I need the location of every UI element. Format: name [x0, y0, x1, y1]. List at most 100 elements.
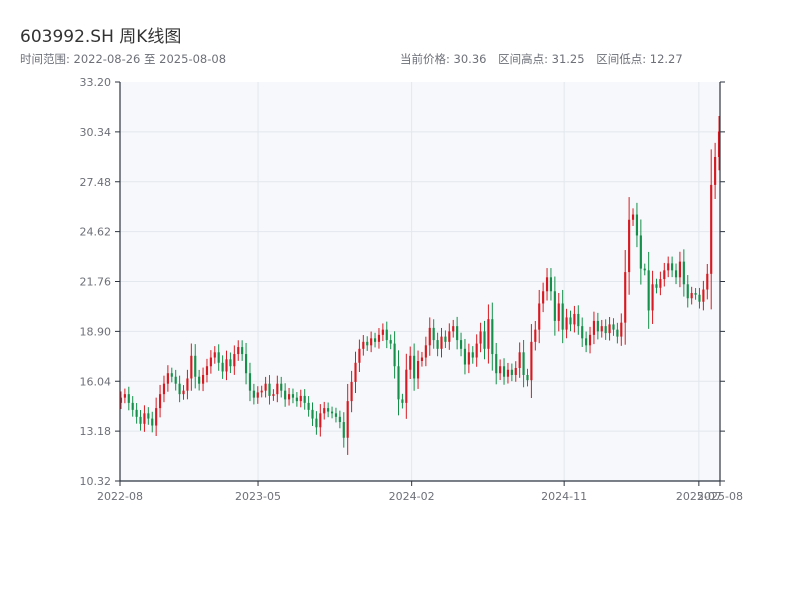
x-tick-label: 2023-05 — [235, 490, 281, 503]
candle — [362, 335, 365, 356]
candle-body — [342, 422, 345, 438]
candle — [272, 389, 275, 401]
candle-body — [233, 354, 236, 367]
candle — [229, 352, 232, 374]
candle-body — [358, 348, 361, 363]
candle-body — [143, 413, 146, 424]
candle-body — [604, 326, 607, 334]
candle-body — [530, 341, 533, 381]
candle — [659, 271, 662, 296]
candle-body — [714, 156, 717, 185]
candle-body — [194, 355, 197, 377]
candle — [330, 406, 334, 419]
candle — [530, 324, 533, 398]
candle-body — [444, 336, 447, 342]
y-tick-label: 13.18 — [80, 425, 112, 438]
candle-body — [588, 334, 592, 346]
candle-body — [717, 131, 721, 157]
candle-body — [499, 366, 502, 374]
candle — [178, 375, 181, 403]
candle-body — [413, 355, 416, 379]
candle-body — [463, 348, 467, 365]
candle-body — [346, 401, 349, 438]
candle — [373, 332, 377, 348]
candle — [710, 149, 713, 310]
candle — [432, 319, 435, 349]
candle-body — [491, 319, 494, 355]
candle — [534, 320, 537, 351]
candle — [248, 362, 252, 402]
candle — [690, 286, 693, 305]
candle — [452, 319, 455, 338]
candle — [518, 342, 521, 378]
candle-body — [534, 329, 537, 342]
candle — [655, 278, 658, 294]
candle-body — [487, 319, 490, 349]
candle-body — [229, 359, 232, 367]
candle — [483, 320, 486, 360]
candle — [526, 368, 529, 387]
candle — [573, 305, 576, 333]
candle — [409, 346, 412, 379]
candle-body — [373, 338, 377, 342]
candle-body — [674, 270, 678, 278]
candle-body — [428, 327, 431, 346]
y-tick-label: 16.04 — [80, 375, 112, 388]
candle — [366, 336, 369, 351]
x-tick-label: 2024-11 — [541, 490, 587, 503]
candle-body — [702, 289, 705, 302]
candle — [569, 310, 572, 332]
candle-body — [190, 355, 193, 379]
candle-body — [608, 324, 611, 334]
candle — [377, 328, 381, 349]
candle — [381, 323, 384, 342]
candle — [174, 369, 177, 391]
candle-body — [319, 413, 322, 428]
candle-body — [381, 329, 384, 335]
candle-body — [671, 263, 674, 271]
candle — [475, 334, 478, 367]
candle-body — [706, 273, 709, 290]
candle — [389, 334, 392, 350]
candle — [491, 302, 494, 371]
candle-body — [170, 373, 173, 377]
candle-body — [569, 317, 572, 325]
candle — [237, 340, 240, 361]
candle — [549, 268, 553, 301]
candle-body — [221, 362, 224, 372]
candle-body — [592, 320, 596, 335]
candle — [119, 391, 123, 410]
candle — [631, 208, 635, 226]
candle — [260, 385, 263, 398]
candle — [436, 332, 439, 357]
candle-body — [127, 394, 130, 403]
candle — [256, 386, 259, 404]
candle — [295, 392, 298, 407]
candle-body — [401, 399, 404, 403]
candle — [674, 263, 678, 285]
candle-body — [694, 293, 697, 295]
candle — [393, 331, 396, 379]
y-tick-label: 33.20 — [80, 76, 112, 89]
candle-body — [522, 352, 525, 375]
candle — [158, 384, 162, 418]
candle-body — [252, 390, 255, 398]
candle-body — [600, 326, 603, 332]
candle-body — [456, 326, 459, 341]
candle — [577, 305, 580, 335]
candle — [585, 331, 588, 353]
candle-body — [287, 394, 291, 400]
candle-body — [624, 272, 627, 323]
candle-body — [264, 383, 267, 391]
candle-body — [416, 361, 420, 379]
y-axis-ticks: 10.32 13.18 16.04 18.90 21.76 24.62 27.48 30.34… — [80, 76, 725, 488]
candle — [385, 321, 388, 349]
candle — [686, 275, 689, 308]
candle — [307, 396, 310, 417]
candle — [354, 351, 357, 394]
candle-body — [690, 293, 693, 299]
candle — [244, 342, 248, 385]
candle-body — [198, 376, 201, 384]
candle-body — [545, 277, 549, 292]
candle-body — [561, 303, 564, 330]
